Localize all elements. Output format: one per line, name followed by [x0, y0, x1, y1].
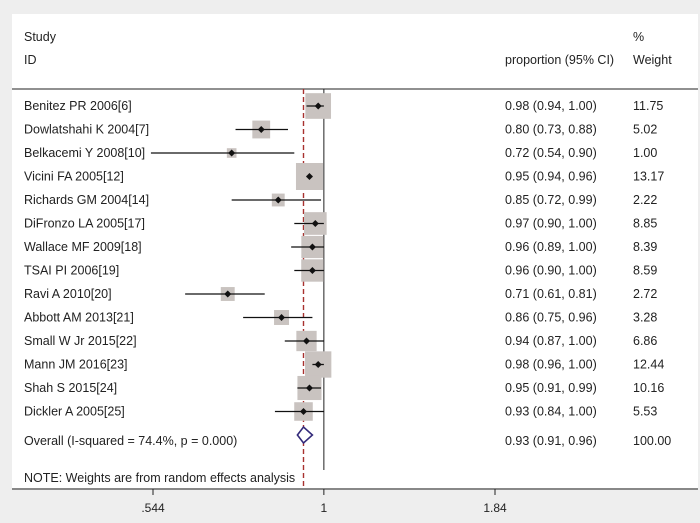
study-row: Dickler A 2005[25] 0.93 (0.84, 1.00) 5.53: [24, 402, 657, 421]
study-row: Wallace MF 2009[18] 0.96 (0.89, 1.00) 8.39: [24, 235, 657, 259]
study-weight-text: 1.00: [633, 146, 657, 160]
study-row: Vicini FA 2005[12] 0.95 (0.94, 0.96) 13.17: [24, 163, 664, 190]
point-estimate: [274, 196, 282, 204]
point-estimate: [308, 243, 316, 251]
x-tick-label: 1.84: [483, 501, 507, 515]
study-ci-text: 0.98 (0.96, 1.00): [505, 358, 597, 372]
study-weight-text: 5.53: [633, 405, 657, 419]
study-row: Belkacemi Y 2008[10] 0.72 (0.54, 0.90) 1.0…: [24, 146, 657, 160]
study-row: TSAI PI 2006[19] 0.96 (0.90, 1.00) 8.59: [24, 259, 657, 282]
point-estimate: [311, 220, 319, 227]
study-row: Mann JM 2016[23] 0.98 (0.96, 1.00) 12.44: [24, 351, 664, 378]
study-weight-text: 11.75: [633, 99, 663, 113]
study-weight-text: 3.28: [633, 311, 657, 325]
header-weight: Weight: [633, 53, 672, 67]
point-estimate: [224, 290, 232, 298]
study-weight-text: 6.86: [633, 334, 657, 348]
study-weight-text: 8.39: [633, 240, 657, 254]
header-percent: %: [633, 30, 644, 44]
study-label: Richards GM 2004[14]: [24, 193, 149, 207]
study-ci-text: 0.71 (0.61, 0.81): [505, 287, 597, 301]
header-estimate: proportion (95% CI): [505, 53, 614, 67]
study-weight-text: 5.02: [633, 123, 657, 137]
weights-note: NOTE: Weights are from random effects an…: [24, 471, 295, 485]
study-label: TSAI PI 2006[19]: [24, 264, 119, 278]
study-ci-text: 0.86 (0.75, 0.96): [505, 311, 597, 325]
study-label: Dickler A 2005[25]: [24, 405, 125, 419]
study-ci-text: 0.80 (0.73, 0.88): [505, 123, 597, 137]
study-row: Dowlatshahi K 2004[7] 0.80 (0.73, 0.88) 5.…: [24, 120, 657, 139]
study-weight-text: 10.16: [633, 381, 664, 395]
point-estimate: [278, 314, 286, 321]
study-label: Vicini FA 2005[12]: [24, 170, 124, 184]
study-weight-text: 2.22: [633, 193, 657, 207]
study-weight-text: 2.72: [633, 287, 657, 301]
study-row: Shah S 2015[24] 0.95 (0.91, 0.99) 10.16: [24, 375, 664, 401]
x-tick-label: 1: [321, 501, 328, 515]
study-ci-text: 0.98 (0.94, 1.00): [505, 99, 597, 113]
point-estimate: [228, 149, 236, 157]
point-estimate: [314, 361, 322, 368]
study-ci-text: 0.97 (0.90, 1.00): [505, 217, 597, 231]
study-label: Abbott AM 2013[21]: [24, 311, 134, 325]
overall-weight: 100.00: [633, 434, 671, 448]
study-row: Ravi A 2010[20] 0.71 (0.61, 0.81) 2.72: [24, 287, 657, 301]
point-estimate: [305, 384, 313, 392]
study-label: Benitez PR 2006[6]: [24, 99, 132, 113]
point-estimate: [308, 267, 316, 274]
study-ci-text: 0.72 (0.54, 0.90): [505, 146, 597, 160]
study-ci-text: 0.95 (0.91, 0.99): [505, 381, 597, 395]
study-row: Abbott AM 2013[21] 0.86 (0.75, 0.96) 3.28: [24, 310, 657, 325]
study-weight-text: 8.59: [633, 264, 657, 278]
study-label: Dowlatshahi K 2004[7]: [24, 123, 149, 137]
point-estimate: [299, 408, 307, 415]
study-label: Belkacemi Y 2008[10]: [24, 146, 145, 160]
study-weight-text: 12.44: [633, 358, 664, 372]
study-label: Small W Jr 2015[22]: [24, 334, 137, 348]
overall-diamond: [296, 425, 314, 445]
study-ci-text: 0.95 (0.94, 0.96): [505, 170, 597, 184]
point-estimate: [302, 337, 310, 345]
plot-panel: [12, 14, 698, 488]
point-estimate: [314, 102, 322, 110]
overall-label: Overall (I-squared = 74.4%, p = 0.000): [24, 434, 237, 448]
study-row: Small W Jr 2015[22] 0.94 (0.87, 1.00) 6.86: [24, 330, 657, 352]
x-tick-label: .544: [141, 501, 165, 515]
study-weight-text: 13.17: [633, 170, 664, 184]
study-row: Benitez PR 2006[6] 0.98 (0.94, 1.00) 11.75: [24, 93, 663, 119]
study-ci-text: 0.94 (0.87, 1.00): [505, 334, 597, 348]
study-ci-text: 0.85 (0.72, 0.99): [505, 193, 597, 207]
study-ci-text: 0.93 (0.84, 1.00): [505, 405, 597, 419]
study-ci-text: 0.96 (0.89, 1.00): [505, 240, 597, 254]
study-row: Richards GM 2004[14] 0.85 (0.72, 0.99) 2.2…: [24, 193, 657, 207]
study-label: Mann JM 2016[23]: [24, 358, 128, 372]
point-estimate: [305, 173, 313, 180]
study-label: Shah S 2015[24]: [24, 381, 117, 395]
study-weight-text: 8.85: [633, 217, 657, 231]
study-ci-text: 0.96 (0.90, 1.00): [505, 264, 597, 278]
header-study: Study: [24, 30, 57, 44]
study-label: Wallace MF 2009[18]: [24, 240, 142, 254]
point-estimate: [257, 126, 265, 133]
overall-ci: 0.93 (0.91, 0.96): [505, 434, 597, 448]
study-label: DiFronzo LA 2005[17]: [24, 217, 145, 231]
study-row: DiFronzo LA 2005[17] 0.97 (0.90, 1.00) 8.8…: [24, 212, 657, 235]
study-label: Ravi A 2010[20]: [24, 287, 112, 301]
header-id: ID: [24, 53, 37, 67]
